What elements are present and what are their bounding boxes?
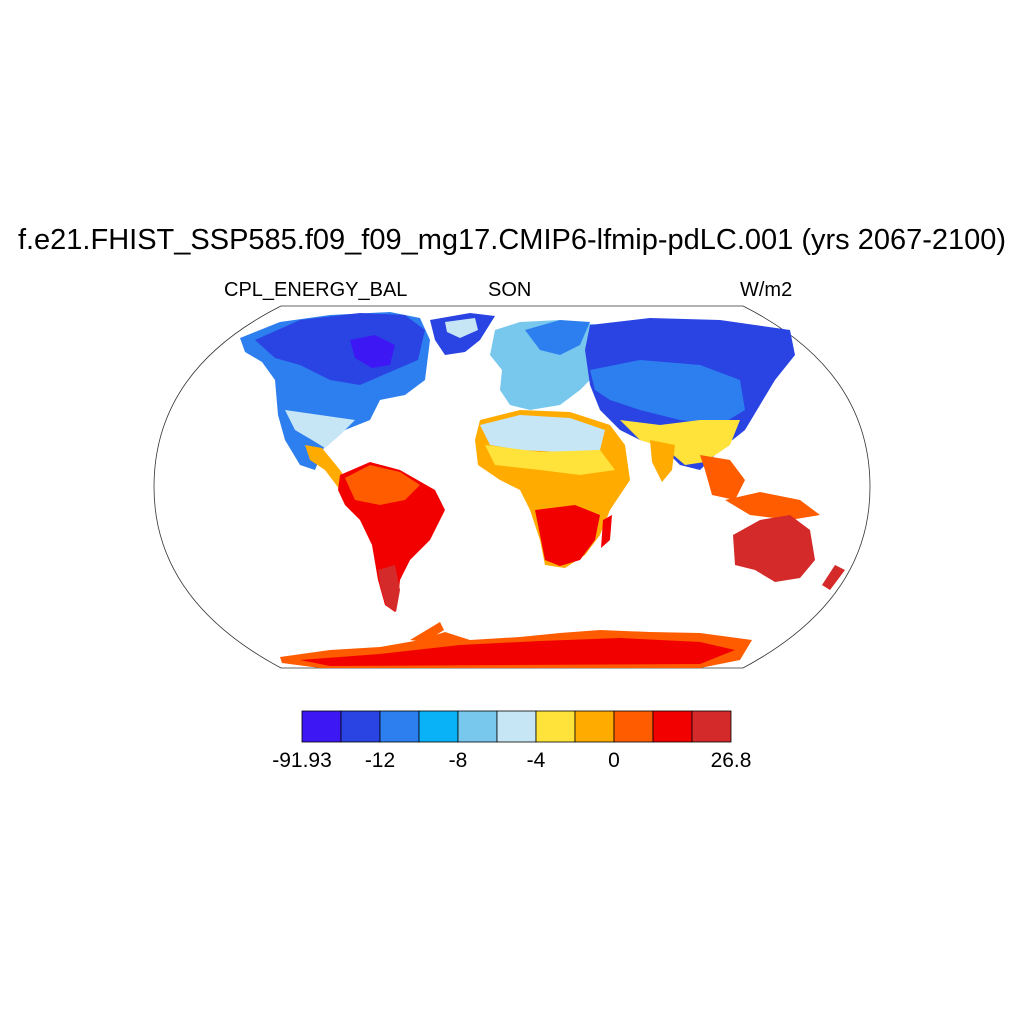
greenland-interior — [445, 318, 478, 338]
colorbar-box — [574, 710, 615, 743]
colorbar-box — [496, 710, 537, 743]
south-america-south — [378, 565, 400, 612]
colorbar-tick-labels: -91.93 -12 -8 -4 0 26.8 — [272, 749, 751, 772]
colorbar-tick-label: -12 — [365, 749, 395, 772]
sahel — [485, 445, 615, 475]
colorbar-box — [691, 710, 732, 743]
antarctica-peninsula — [410, 622, 444, 642]
north-america-south — [285, 410, 355, 448]
colorbar-box — [301, 710, 342, 743]
units-label: W/m2 — [740, 279, 793, 301]
asia-central — [590, 360, 745, 425]
season-label: SON — [488, 279, 532, 301]
colorbar-tick-label: -4 — [527, 749, 546, 772]
scandinavia — [525, 320, 590, 355]
south-america-north — [345, 465, 420, 505]
figure-title: f.e21.FHIST_SSP585.f09_f09_mg17.CMIP6-lf… — [17, 224, 1007, 256]
hudson-bay — [350, 335, 395, 368]
colorbar-boxes — [301, 710, 732, 743]
colorbar-tick-label: 26.8 — [711, 749, 752, 772]
colorbar-tick-label: -8 — [449, 749, 468, 772]
north-america-north — [255, 313, 425, 385]
southern-africa — [535, 505, 600, 566]
colorbar-box — [457, 710, 498, 743]
new-zealand — [822, 565, 845, 590]
southeast-asia — [700, 455, 745, 500]
colorbar-box — [652, 710, 693, 743]
colorbar-tick-label: 0 — [608, 749, 620, 772]
australia-landmass — [733, 515, 815, 582]
colorbar-box — [613, 710, 654, 743]
variable-label: CPL_ENERGY_BAL — [224, 279, 408, 301]
sahara — [480, 415, 605, 452]
colorbar-box — [418, 710, 459, 743]
india — [650, 440, 675, 482]
asia-south — [620, 420, 740, 465]
colorbar-box — [379, 710, 420, 743]
colorbar-box — [340, 710, 381, 743]
antarctica-interior — [300, 638, 735, 666]
colorbar-box — [535, 710, 576, 743]
colorbar-tick-label: -91.93 — [272, 749, 332, 772]
madagascar — [601, 515, 612, 548]
indonesia — [725, 492, 820, 520]
